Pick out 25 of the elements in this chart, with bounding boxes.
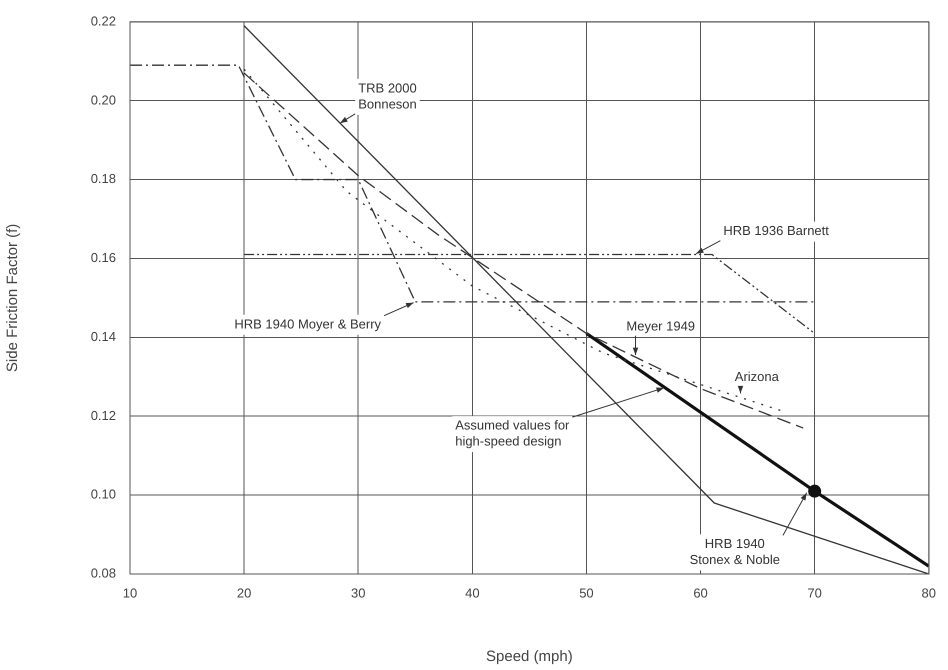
text: HRB 1940 Stonex & Noble — [690, 536, 780, 567]
y-tick-label: 0.14 — [90, 328, 116, 344]
y-axis-title: Side Friction Factor (f) — [4, 224, 22, 372]
text: Assumed values for high-speed design — [455, 418, 570, 449]
x-tick-label: 80 — [922, 585, 936, 600]
x-tick-label: 40 — [465, 585, 480, 600]
y-tick-label: 0.20 — [90, 92, 116, 108]
x-tick-label: 20 — [236, 585, 252, 600]
series-label: Arizona — [734, 369, 780, 384]
series-label: Meyer 1949 — [626, 318, 696, 334]
x-tick-label: 70 — [807, 585, 822, 600]
text: HRB 1940 Moyer & Berry — [234, 316, 382, 332]
series-label: HRB 1936 Barnett — [723, 223, 830, 238]
y-tick-label: 0.08 — [90, 566, 116, 581]
x-tick-label: 60 — [693, 585, 708, 600]
x-tick-label: 30 — [350, 585, 366, 600]
y-tick-label: 0.10 — [90, 486, 116, 502]
x-tick-label: 10 — [122, 585, 138, 600]
y-tick-label: 0.16 — [90, 250, 116, 266]
y-tick-label: 0.18 — [90, 171, 116, 186]
x-axis-title: Speed (mph) — [486, 648, 573, 666]
series-label: TRB 2000 Bonneson — [358, 80, 417, 112]
y-tick-label: 0.22 — [90, 13, 116, 28]
x-tick-label: 50 — [579, 585, 594, 600]
y-tick-label: 0.12 — [90, 408, 116, 423]
